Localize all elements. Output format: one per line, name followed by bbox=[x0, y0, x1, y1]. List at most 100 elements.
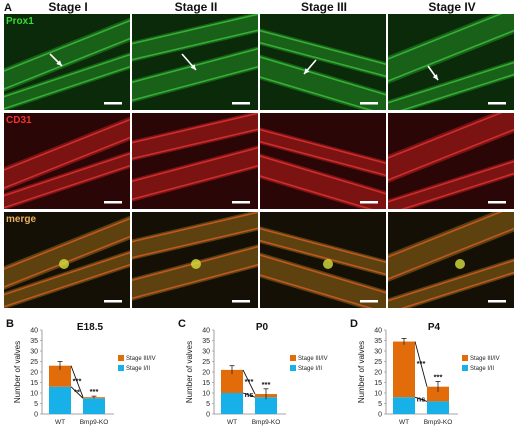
panel-label-c: C bbox=[178, 318, 186, 330]
micrograph-prox1-stage-4 bbox=[388, 14, 514, 110]
legend-label: Stage I/II bbox=[470, 366, 494, 372]
y-tick-label: 30 bbox=[374, 349, 382, 356]
scale-bar bbox=[232, 201, 250, 204]
y-tick-label: 25 bbox=[202, 359, 210, 366]
scale-bar bbox=[488, 300, 506, 303]
channel-label-merge: merge bbox=[6, 214, 37, 225]
legend-label: Stage III/IV bbox=[470, 356, 500, 362]
bar-stage-12-WT bbox=[221, 393, 243, 414]
stage-header-4: Stage IV bbox=[428, 0, 476, 14]
scale-bar bbox=[232, 102, 250, 105]
y-tick-label: 15 bbox=[202, 380, 210, 387]
channel-label-cd31: CD31 bbox=[6, 115, 32, 126]
chart-p4: 0 5 10 15 20 25 30 35 40 Number of valves WT Bmp9-K… bbox=[344, 326, 516, 428]
y-tick-label: 15 bbox=[30, 380, 38, 387]
micrograph-merge-stage-1 bbox=[4, 212, 130, 308]
legend-swatch bbox=[118, 355, 124, 361]
annotation-top: *** bbox=[90, 387, 99, 396]
legend-label: Stage I/II bbox=[298, 366, 322, 372]
annotation-lower: ns bbox=[417, 394, 426, 403]
chart-e18: 0 5 10 15 20 25 30 35 40 Number of valves WT Bmp9-K… bbox=[0, 326, 172, 428]
y-tick-label: 35 bbox=[374, 338, 382, 345]
scale-bar bbox=[360, 201, 378, 204]
bar-stage-12-Bmp9-KO bbox=[255, 397, 277, 414]
panel-label-d: D bbox=[350, 318, 358, 330]
y-tick-label: 35 bbox=[30, 338, 38, 345]
legend-label: Stage I/II bbox=[126, 366, 150, 372]
x-tick-label: WT bbox=[227, 419, 237, 426]
arrow-icon bbox=[181, 53, 197, 71]
micrograph-prox1-stage-3 bbox=[260, 14, 386, 110]
bar-stage-34-WT bbox=[393, 341, 415, 398]
stage-header-2: Stage II bbox=[174, 0, 218, 14]
micrograph-cd31-stage-2 bbox=[132, 113, 258, 209]
scale-bar bbox=[360, 102, 378, 105]
scale-bar bbox=[104, 201, 122, 204]
chart-title-p0: P0 bbox=[255, 322, 269, 333]
annotation-lower: ** bbox=[74, 387, 80, 396]
legend-swatch bbox=[118, 365, 124, 371]
legend-label: Stage III/IV bbox=[126, 356, 156, 362]
bar-stage-34-WT bbox=[49, 365, 71, 387]
y-tick-label: 20 bbox=[374, 370, 382, 377]
connector-line-lower bbox=[242, 392, 256, 398]
scale-bar bbox=[232, 300, 250, 303]
y-tick-label: 40 bbox=[30, 328, 38, 335]
y-tick-label: 30 bbox=[30, 349, 38, 356]
y-tick-label: 5 bbox=[206, 401, 210, 408]
micrograph-merge-stage-2 bbox=[132, 212, 258, 308]
connector-line-upper bbox=[70, 365, 84, 398]
annotation-top: *** bbox=[434, 372, 443, 381]
scale-bar bbox=[488, 201, 506, 204]
legend-label: Stage III/IV bbox=[298, 356, 328, 362]
x-tick-label: Bmp9-KO bbox=[424, 419, 453, 426]
panel-label-a: A bbox=[4, 2, 12, 14]
channel-label-prox1: Prox1 bbox=[6, 16, 34, 27]
y-tick-label: 0 bbox=[34, 412, 38, 419]
annotation-lower: ns bbox=[245, 390, 254, 399]
y-tick-label: 20 bbox=[30, 370, 38, 377]
micrograph-cd31-stage-3 bbox=[260, 113, 386, 209]
micrograph-cd31-stage-4 bbox=[388, 113, 514, 209]
annotation-upper: *** bbox=[417, 359, 426, 368]
y-axis-label: Number of valves bbox=[13, 341, 22, 403]
bar-stage-12-WT bbox=[393, 397, 415, 414]
bar-stage-12-WT bbox=[49, 386, 71, 414]
chart-title-e18: E18.5 bbox=[76, 322, 104, 333]
micrograph-prox1-stage-2 bbox=[132, 14, 258, 110]
y-tick-label: 10 bbox=[202, 391, 210, 398]
annotation-upper: *** bbox=[73, 376, 82, 385]
micrograph-prox1-stage-1 bbox=[4, 14, 130, 110]
connector-line-lower bbox=[414, 396, 428, 402]
bar-stage-12-Bmp9-KO bbox=[427, 401, 449, 414]
micrograph-merge-stage-3 bbox=[260, 212, 386, 308]
scale-bar bbox=[360, 300, 378, 303]
arrow-icon bbox=[303, 59, 317, 75]
bar-stage-34-WT bbox=[221, 369, 243, 393]
arrow-icon bbox=[49, 53, 63, 67]
x-tick-label: WT bbox=[55, 419, 65, 426]
x-tick-label: WT bbox=[399, 419, 409, 426]
annotation-upper: *** bbox=[245, 377, 254, 386]
micrograph-cd31-stage-1 bbox=[4, 113, 130, 209]
x-tick-label: Bmp9-KO bbox=[80, 419, 109, 426]
y-tick-label: 0 bbox=[206, 412, 210, 419]
bar-stage-34-Bmp9-KO bbox=[427, 386, 449, 402]
chart-title-p4: P4 bbox=[427, 322, 441, 333]
chart-p0: 0 5 10 15 20 25 30 35 40 Number of valves WT Bmp9-K… bbox=[172, 326, 344, 428]
y-tick-label: 35 bbox=[202, 338, 210, 345]
legend-swatch bbox=[290, 355, 296, 361]
y-tick-label: 30 bbox=[202, 349, 210, 356]
y-tick-label: 5 bbox=[378, 401, 382, 408]
legend-swatch bbox=[290, 365, 296, 371]
connector-line-upper bbox=[414, 341, 428, 387]
connector-line-upper bbox=[242, 369, 256, 395]
scale-bar bbox=[104, 300, 122, 303]
y-tick-label: 5 bbox=[34, 401, 38, 408]
y-tick-label: 25 bbox=[30, 359, 38, 366]
y-tick-label: 40 bbox=[202, 328, 210, 335]
y-tick-label: 10 bbox=[374, 391, 382, 398]
scale-bar bbox=[104, 102, 122, 105]
stage-header-1: Stage I bbox=[48, 0, 88, 14]
y-tick-label: 15 bbox=[374, 380, 382, 387]
